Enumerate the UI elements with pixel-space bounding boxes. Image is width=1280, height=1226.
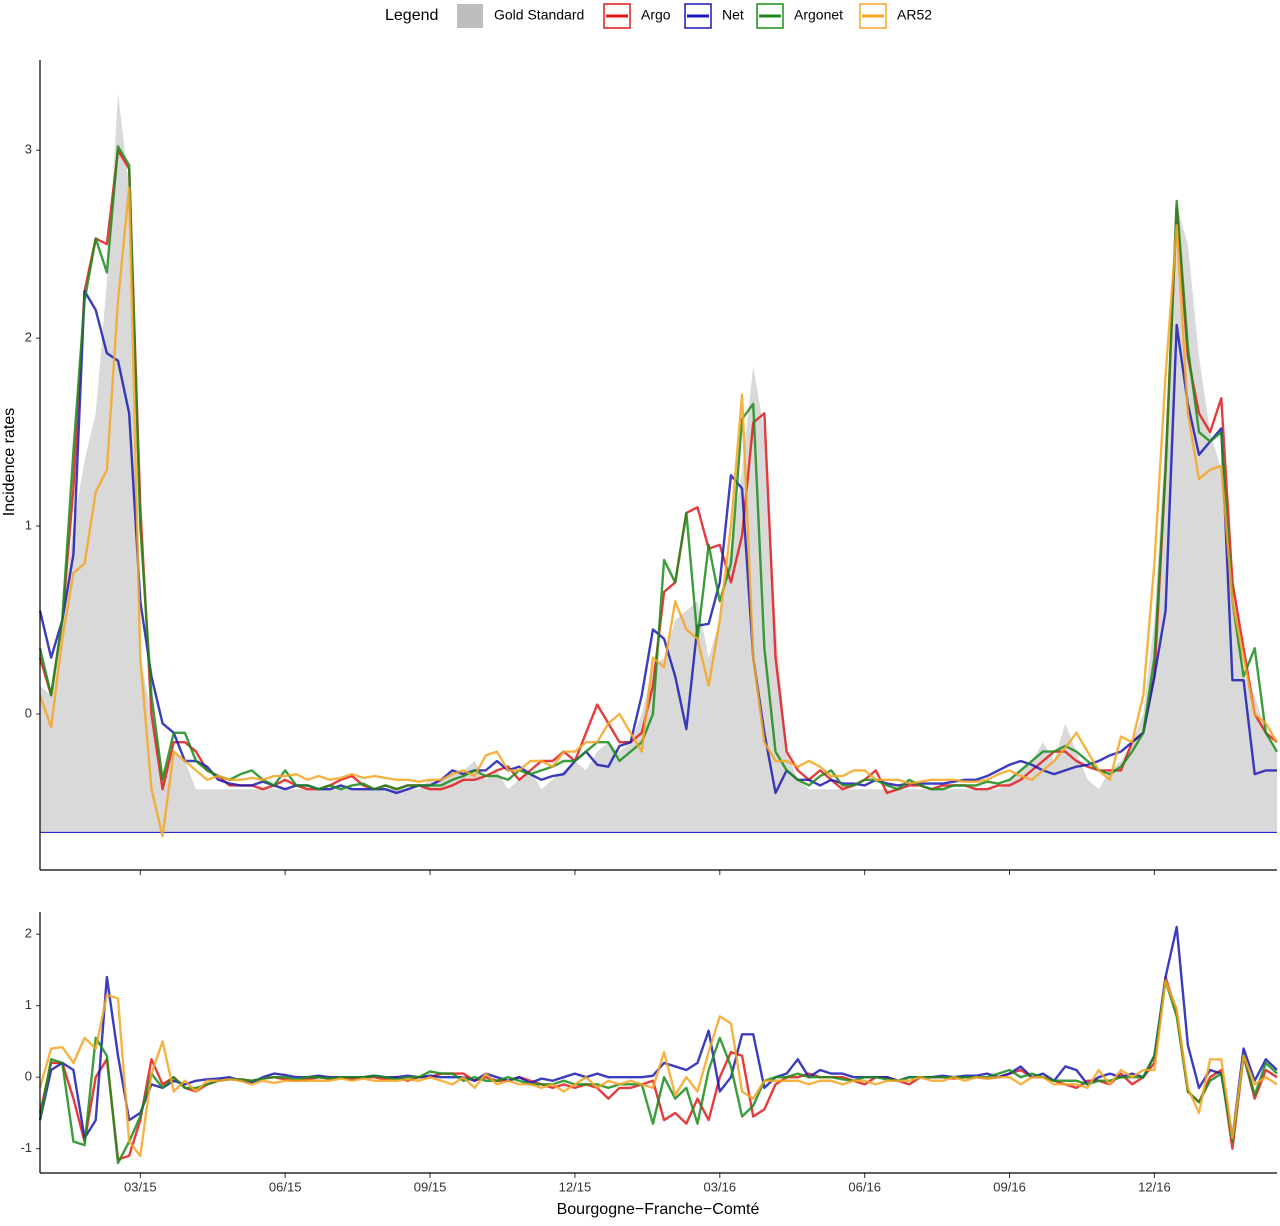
y-tick-label: 1 (25, 518, 32, 533)
y-tick-label: 1 (25, 997, 32, 1012)
legend-label: Argonet (794, 7, 843, 23)
legend-label: Argo (641, 7, 671, 23)
y-tick-label: 0 (25, 1069, 32, 1084)
line (38, 925, 1278, 1140)
x-tick-label: 06/15 (269, 1179, 302, 1194)
area (40, 93, 1277, 833)
x-axis-title: Bourgogne−Franche−Comté (557, 1201, 760, 1218)
y-tick-label: 3 (25, 142, 32, 157)
x-tick-label: 03/16 (704, 1179, 737, 1194)
legend-box (684, 3, 712, 29)
legend-box (603, 3, 631, 29)
legend-label: AR52 (897, 7, 932, 23)
legend-label: Net (722, 7, 744, 23)
y-tick-label: 0 (25, 705, 32, 720)
y-tick-label: 2 (25, 330, 32, 345)
legend-box (859, 3, 887, 29)
line (38, 979, 1278, 1165)
x-tick-label: 09/16 (993, 1179, 1026, 1194)
legend-title: Legend (385, 7, 438, 24)
line (38, 979, 1278, 1158)
y-tick-label: 2 (25, 926, 32, 941)
x-tick-label: 09/15 (414, 1179, 447, 1194)
y-tick-label: -1 (20, 1140, 32, 1155)
x-tick-label: 12/15 (559, 1179, 592, 1194)
legend-box (756, 3, 784, 29)
line (38, 145, 1279, 791)
x-tick-label: 12/16 (1138, 1179, 1171, 1194)
legend-label: Gold Standard (494, 7, 584, 23)
y-axis-title: Incidence rates (1, 408, 18, 517)
x-tick-label: 03/15 (124, 1179, 157, 1194)
line (38, 186, 1279, 838)
x-tick-label: 06/16 (848, 1179, 881, 1194)
legend-key (457, 4, 483, 28)
